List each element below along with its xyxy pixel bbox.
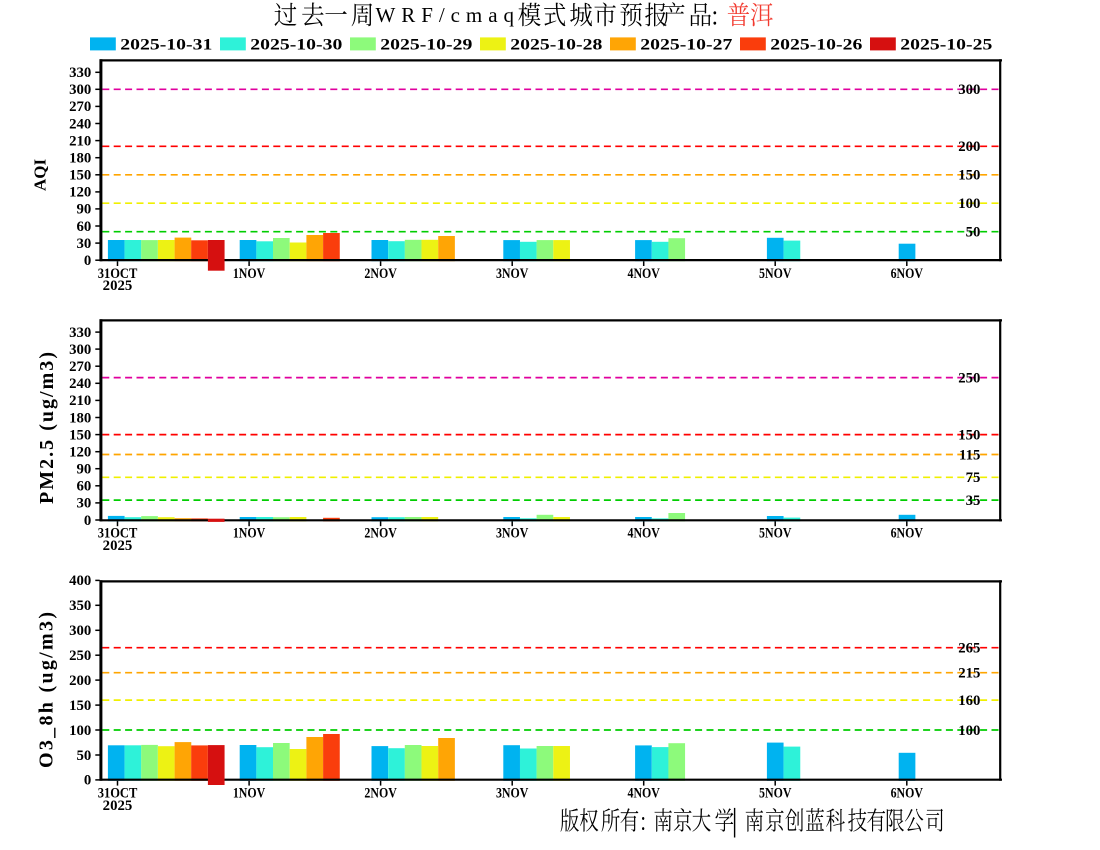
svg-text:210: 210 — [69, 393, 91, 409]
svg-text:240: 240 — [69, 116, 91, 132]
svg-text:115: 115 — [959, 447, 980, 463]
svg-text:2NOV: 2NOV — [364, 525, 397, 541]
svg-text:31OCT: 31OCT — [98, 525, 138, 541]
svg-text:2025-10-26: 2025-10-26 — [770, 36, 862, 53]
svg-text:4NOV: 4NOV — [628, 525, 661, 541]
svg-text:265: 265 — [958, 641, 980, 657]
svg-text:60: 60 — [77, 219, 92, 235]
svg-text:1NOV: 1NOV — [233, 266, 266, 282]
svg-text:1NOV: 1NOV — [233, 525, 266, 541]
svg-text:150: 150 — [958, 168, 980, 184]
svg-text:3NOV: 3NOV — [496, 266, 529, 282]
svg-text:3NOV: 3NOV — [496, 785, 529, 801]
svg-text:30: 30 — [77, 236, 92, 252]
svg-text:5NOV: 5NOV — [759, 525, 792, 541]
svg-text:250: 250 — [958, 370, 980, 386]
svg-text:2025-10-29: 2025-10-29 — [380, 36, 472, 53]
svg-text:400: 400 — [69, 573, 91, 589]
svg-text:2025-10-30: 2025-10-30 — [250, 36, 342, 53]
svg-text:210: 210 — [69, 133, 91, 149]
svg-text:3NOV: 3NOV — [496, 525, 529, 541]
svg-text:270: 270 — [69, 99, 91, 115]
svg-text:2025-10-27: 2025-10-27 — [640, 36, 732, 53]
svg-text:300: 300 — [69, 342, 91, 358]
svg-text:O3_8h (ug/m3): O3_8h (ug/m3) — [36, 612, 58, 768]
svg-text:2025-10-28: 2025-10-28 — [510, 36, 602, 53]
svg-text:75: 75 — [966, 470, 981, 486]
svg-text:0: 0 — [84, 513, 91, 529]
svg-text:90: 90 — [77, 202, 92, 218]
svg-text:270: 270 — [69, 359, 91, 375]
svg-text:250: 250 — [69, 648, 91, 664]
svg-text:180: 180 — [69, 410, 91, 426]
svg-text:2025-10-31: 2025-10-31 — [120, 36, 212, 53]
svg-text:2025: 2025 — [103, 538, 133, 554]
svg-text:2NOV: 2NOV — [364, 266, 397, 282]
svg-text:AQI: AQI — [31, 159, 50, 192]
svg-text:120: 120 — [69, 185, 91, 201]
svg-text:300: 300 — [69, 623, 91, 639]
svg-text:240: 240 — [69, 376, 91, 392]
svg-text:200: 200 — [69, 673, 91, 689]
svg-text:1NOV: 1NOV — [233, 785, 266, 801]
svg-text:120: 120 — [69, 444, 91, 460]
svg-text:4NOV: 4NOV — [628, 266, 661, 282]
svg-text:100: 100 — [958, 723, 980, 739]
svg-text:2025: 2025 — [103, 798, 133, 814]
svg-text:30: 30 — [77, 496, 92, 512]
svg-text:4NOV: 4NOV — [628, 785, 661, 801]
svg-text:5NOV: 5NOV — [759, 266, 792, 282]
svg-text:150: 150 — [958, 427, 980, 443]
svg-text:6NOV: 6NOV — [891, 785, 924, 801]
svg-text:90: 90 — [77, 462, 92, 478]
svg-text:35: 35 — [966, 493, 981, 509]
svg-text:215: 215 — [958, 665, 980, 681]
svg-text:160: 160 — [958, 693, 980, 709]
svg-text:2NOV: 2NOV — [364, 785, 397, 801]
svg-text:2025-10-25: 2025-10-25 — [900, 36, 992, 53]
svg-text:180: 180 — [69, 150, 91, 166]
svg-text:200: 200 — [958, 139, 980, 155]
svg-text:150: 150 — [69, 168, 91, 184]
svg-text:6NOV: 6NOV — [891, 525, 924, 541]
svg-text:60: 60 — [77, 479, 92, 495]
svg-text:330: 330 — [69, 65, 91, 81]
svg-text:300: 300 — [958, 82, 980, 98]
svg-text:0: 0 — [84, 253, 91, 269]
svg-text:5NOV: 5NOV — [759, 785, 792, 801]
svg-text:350: 350 — [69, 598, 91, 614]
svg-text:PM2.5 (ug/m3): PM2.5 (ug/m3) — [36, 352, 58, 504]
svg-text:50: 50 — [966, 225, 981, 241]
svg-text:2025: 2025 — [103, 278, 133, 294]
svg-text:150: 150 — [69, 698, 91, 714]
svg-text:0: 0 — [84, 773, 91, 789]
svg-text:31OCT: 31OCT — [98, 785, 138, 801]
svg-text:100: 100 — [958, 196, 980, 212]
svg-text:6NOV: 6NOV — [891, 266, 924, 282]
svg-text:31OCT: 31OCT — [98, 266, 138, 282]
svg-text:100: 100 — [69, 723, 91, 739]
svg-text:300: 300 — [69, 82, 91, 98]
svg-text:150: 150 — [69, 427, 91, 443]
svg-text:50: 50 — [77, 748, 92, 764]
svg-text:330: 330 — [69, 325, 91, 341]
